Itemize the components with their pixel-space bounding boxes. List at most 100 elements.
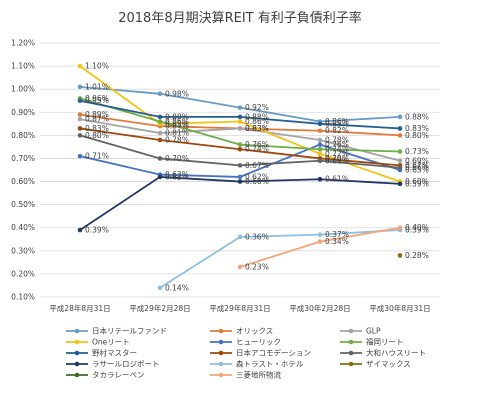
legend-label: ラサールロジポート: [92, 360, 160, 369]
data-point: [77, 153, 83, 159]
data-label: 0.39%: [405, 226, 429, 235]
legend-swatch-marker: [218, 361, 224, 367]
data-point: [77, 227, 83, 233]
legend-swatch-marker: [218, 328, 224, 334]
legend-swatch-marker: [74, 361, 80, 367]
data-point: [77, 133, 83, 138]
data-label: 0.36%: [245, 232, 269, 241]
legend-swatch-marker: [218, 350, 224, 356]
series-1: [77, 84, 403, 124]
data-labels: 1.01%0.98%0.92%0.86%0.88%0.89%0.84% 0.83%…: [85, 62, 429, 293]
data-point: [77, 126, 83, 131]
data-label: 1.01%: [85, 82, 109, 91]
legend-item: ヒューリック: [210, 338, 281, 347]
data-point: [317, 142, 323, 147]
y-tick-label: 0.90%: [11, 108, 35, 117]
data-label: 0.37%: [325, 230, 349, 239]
data-label: 0.76%: [325, 140, 349, 149]
data-point: [317, 151, 323, 157]
y-tick-label: 1.20%: [11, 39, 35, 48]
data-label: 0.39%: [85, 226, 109, 235]
data-point: [317, 232, 323, 237]
data-label: 0.73%: [405, 147, 429, 156]
data-point: [157, 91, 163, 97]
series-10: [77, 174, 403, 233]
data-point: [397, 165, 403, 170]
data-label: 0.84%: [165, 122, 189, 131]
data-point: [237, 163, 243, 168]
legend-item: ザイマックス: [340, 360, 411, 369]
data-point: [157, 114, 163, 120]
series-line: [159, 229, 401, 289]
data-label: 0.89%: [85, 110, 109, 119]
data-label: 0.23%: [245, 262, 269, 271]
chart-title: 2018年8月期決算REIT 有利子負債利子率: [118, 10, 362, 26]
data-label: 0.74%: [245, 145, 269, 154]
y-tick-label: 0.40%: [11, 223, 35, 232]
data-point: [77, 84, 83, 90]
legend-swatch-marker: [348, 328, 354, 334]
data-label: 0.60%: [245, 177, 269, 186]
legend-label: 三菱地所物流: [236, 370, 281, 380]
data-label: 0.60%: [405, 177, 429, 186]
data-point: [237, 142, 243, 147]
legend-item: 野村マスター: [66, 348, 137, 358]
data-label: 0.87%: [85, 115, 109, 124]
data-label: 0.86%: [165, 117, 189, 126]
data-point: [157, 137, 163, 143]
data-point: [77, 98, 83, 104]
legend-swatch-marker: [74, 339, 80, 345]
legend-label: 日本リテールファンド: [92, 326, 167, 336]
legend-item: 日本アコモデーション: [210, 348, 311, 358]
data-label: 0.65%: [405, 166, 429, 175]
data-label: 0.86%: [325, 117, 349, 126]
data-point: [237, 234, 243, 240]
series-lines: [77, 63, 403, 291]
data-label: 0.63%: [165, 170, 189, 179]
legend-swatch-marker: [348, 339, 354, 345]
data-label: 0.88%: [245, 112, 269, 121]
data-label: 0.28%: [405, 251, 429, 260]
legend-swatch-marker: [74, 350, 80, 356]
series-line: [79, 176, 401, 231]
series-9: [77, 133, 403, 170]
data-point: [397, 253, 403, 258]
legend-label: タカラレーベン: [92, 371, 145, 380]
x-tick-label: 平成30年8月31日: [369, 303, 430, 313]
legend-label: Oneリート: [92, 338, 130, 347]
legend: 日本リテールファンド オリックス GLP Oneリート ヒューリック 福岡リート野村マスタ…: [66, 326, 426, 380]
data-label: 0.80%: [85, 131, 109, 140]
data-label: 1.10%: [85, 62, 109, 71]
y-tick-label: 0.60%: [11, 177, 35, 186]
data-label: 0.83%: [245, 124, 269, 133]
data-label: 0.74%: [325, 145, 349, 154]
data-point: [397, 225, 403, 231]
legend-item: 大和ハウスリート: [340, 348, 426, 358]
data-point: [317, 121, 323, 127]
y-tick-label: 0.20%: [11, 269, 35, 278]
y-tick-label: 1.00%: [11, 85, 35, 94]
legend-item: タカラレーベン: [66, 371, 145, 380]
series-11: [157, 227, 403, 291]
data-label: 0.76%: [245, 140, 269, 149]
series-14: [237, 225, 403, 270]
x-tick-label: 平成29年8月31日: [209, 303, 270, 313]
x-tick-label: 平成29年2月28日: [129, 303, 190, 313]
data-label: 0.70%: [165, 154, 189, 163]
data-label: 0.98%: [165, 89, 189, 98]
data-point: [237, 105, 243, 110]
data-point: [237, 146, 243, 152]
data-label: 0.78%: [325, 135, 349, 144]
y-axis-ticks: 0.10% 0.20% 0.30% 0.40% 0.50% 0.60% 0.70% 0.80%…: [11, 39, 35, 302]
data-point: [237, 174, 243, 180]
data-label: 0.67%: [405, 161, 429, 170]
legend-item: 三菱地所物流: [210, 370, 281, 380]
data-label: 0.69%: [405, 156, 429, 165]
data-point: [237, 126, 243, 131]
data-label: 0.85%: [165, 119, 189, 128]
data-point: [157, 156, 163, 161]
data-point: [317, 158, 323, 164]
legend-swatch-marker: [348, 350, 354, 356]
